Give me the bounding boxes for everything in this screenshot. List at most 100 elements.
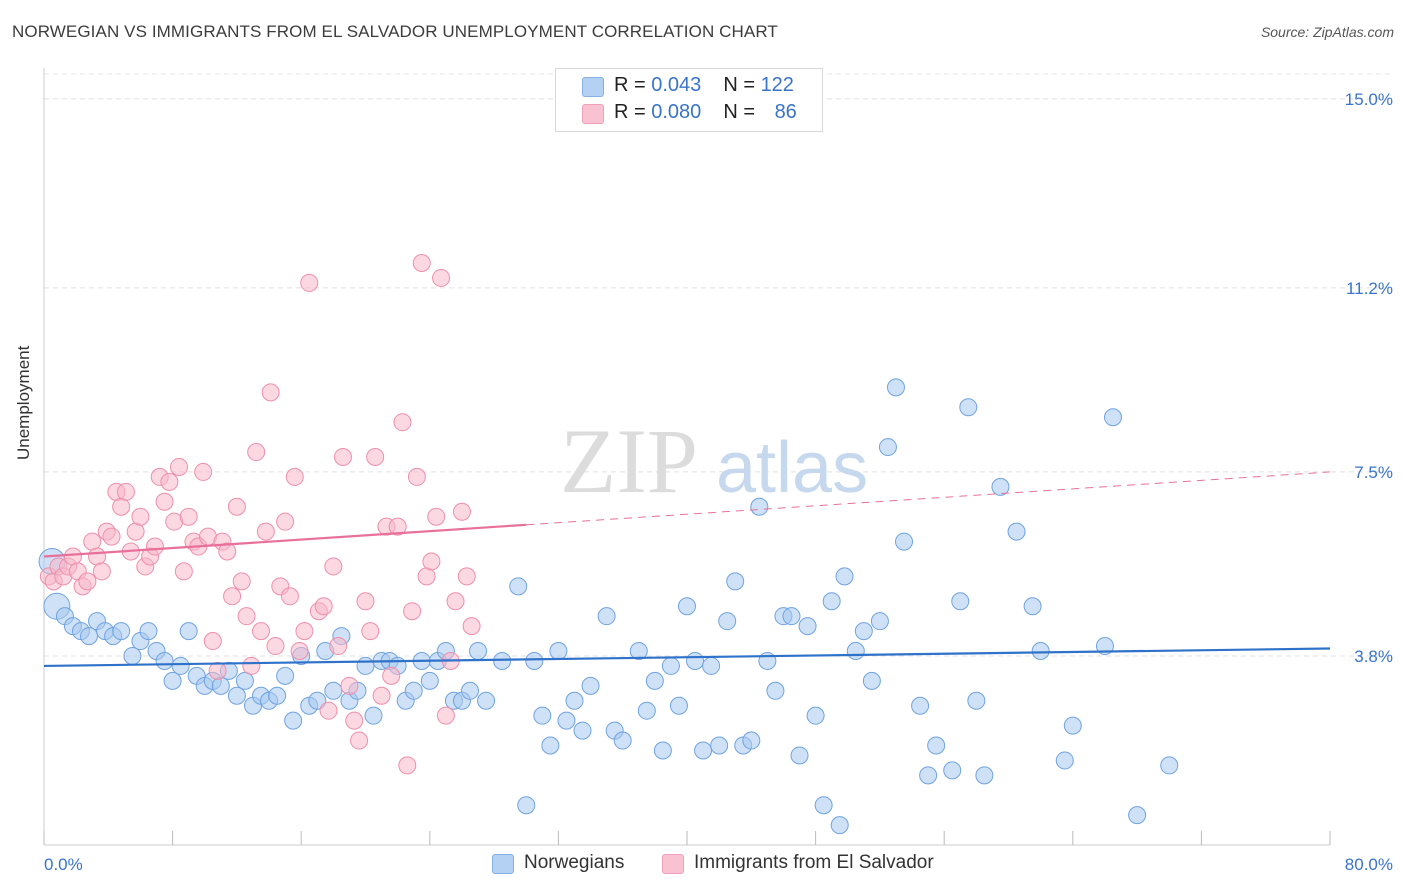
norwegian-point (1095, 637, 1114, 656)
norwegian-point (742, 731, 761, 750)
el-salvador-point (324, 557, 343, 576)
norwegian-point (573, 721, 592, 740)
norwegian-point (886, 378, 905, 397)
norwegian-point (975, 766, 994, 785)
el-salvador-point (155, 492, 174, 511)
el-salvador-point (276, 512, 295, 531)
el-salvador-point (333, 448, 352, 467)
bottom-legend-label: Immigrants from El Salvador (694, 852, 934, 873)
x-tick-label: 0.0% (44, 855, 83, 874)
el-salvador-point (412, 254, 431, 273)
y-tick-label: 3.8% (1354, 647, 1393, 666)
norwegian-point (870, 612, 889, 631)
norwegian-point (123, 646, 142, 665)
norwegian-point (404, 681, 423, 700)
y-tick-label: 15.0% (1345, 90, 1393, 109)
norwegian-point (814, 796, 833, 815)
el-salvador-point (116, 482, 135, 501)
el-salvador-point (436, 706, 455, 725)
norwegian-point (179, 622, 198, 641)
el-salvador-point (83, 532, 102, 551)
norwegian-point (766, 681, 785, 700)
legend-n-value: 86 (774, 101, 797, 123)
norwegian-point (967, 691, 986, 710)
norwegian-point (661, 656, 680, 675)
norwegian-trend-line (43, 647, 1331, 668)
norwegian-point (678, 597, 696, 616)
norwegian-point (637, 701, 656, 720)
el-salvador-point (427, 507, 446, 526)
norwegian-point (597, 607, 616, 626)
el-salvador-point (174, 562, 193, 581)
el-salvador-point (382, 666, 401, 685)
y-tick-labels: 3.8% 7.5% 11.2% 15.0% (1345, 90, 1393, 666)
legend-r-label: R = (614, 101, 652, 123)
norwegian-point (718, 612, 737, 631)
el-salvador-point (252, 622, 271, 641)
norwegian-point (525, 651, 544, 670)
el-salvador-point (393, 413, 412, 432)
norwegian-point (927, 736, 946, 755)
el-salvador-point (88, 547, 107, 566)
norwegian-point (493, 651, 512, 670)
el-salvador-point (457, 567, 476, 586)
el-salvador-point (329, 637, 348, 656)
norwegian-point (460, 681, 479, 700)
trend-lines (43, 471, 1331, 668)
el-salvador-point (452, 502, 471, 521)
el-salvador-point (112, 497, 131, 516)
legend-n-label: N = (723, 101, 761, 123)
norwegian-point (112, 622, 131, 641)
norwegian-point (854, 622, 873, 641)
norwegian-point (235, 671, 254, 690)
norwegian-point (686, 651, 705, 670)
el-salvador-point (372, 686, 391, 705)
norwegian-point (895, 532, 914, 551)
norwegian-point (806, 706, 825, 725)
el-salvador-point (356, 592, 375, 611)
el-salvador-point (422, 552, 441, 571)
norwegian-point (533, 706, 552, 725)
el-salvador-point (285, 467, 304, 486)
el-salvador-point (388, 517, 407, 536)
norwegian-point (830, 816, 849, 835)
el-salvador-point (345, 711, 364, 730)
norwegian-point (356, 656, 375, 675)
el-salvador-point (63, 547, 82, 566)
y-tick-label: 11.2% (1346, 279, 1393, 298)
el-salvador-point (78, 572, 97, 591)
norwegian-point (645, 671, 664, 690)
norwegian-point (822, 592, 841, 611)
correlation-legend: R = 0.043 N = 122 R = 0.080 N = 86 (555, 68, 823, 132)
norwegian-point (324, 681, 343, 700)
el-salvador-point (160, 472, 179, 491)
el-salvador-point (350, 731, 369, 750)
norwegian-point (364, 706, 383, 725)
el-salvador-point (218, 542, 237, 561)
x-tick-label: 80.0% (1345, 855, 1393, 874)
norwegian-point (268, 686, 287, 705)
norwegian-point (798, 617, 817, 636)
el-salvador-point (247, 443, 266, 462)
el-salvador-point (366, 448, 385, 467)
norwegian-point (557, 711, 576, 730)
norwegian-point (211, 676, 230, 695)
norwegian-point (629, 642, 648, 661)
legend-n-value: 122 (760, 74, 794, 96)
el-salvador-point (295, 622, 314, 641)
el-salvador-point (290, 642, 309, 661)
el-salvador-point (126, 522, 145, 541)
el-salvador-point (227, 497, 246, 516)
norwegian-point (171, 656, 190, 675)
norwegian-point (919, 766, 938, 785)
norwegian-point (308, 691, 327, 710)
el-salvador-point (446, 592, 465, 611)
legend-r-label: R = (614, 74, 652, 96)
el-salvador-point (340, 676, 359, 695)
norwegian-point (227, 686, 246, 705)
el-salvador-point (131, 507, 150, 526)
norwegian-point (517, 796, 536, 815)
bottom-legend-swatch-norwegians (492, 854, 514, 874)
norwegian-point (477, 691, 496, 710)
